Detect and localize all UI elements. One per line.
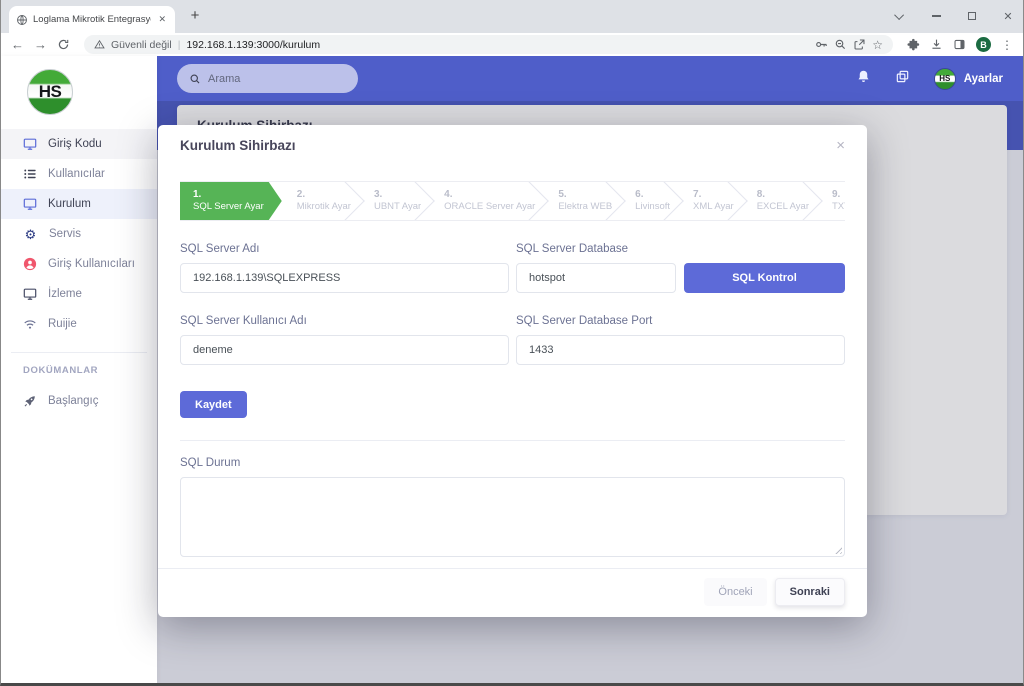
sidebar-item-servis[interactable]: ⚙ Servis [24,226,81,242]
monitor-icon [23,288,37,300]
monitor-icon [23,198,37,210]
setup-wizard-modal: Kurulum Sihirbazı × 1. SQL Server Ayar 2.… [158,125,867,617]
forward-button[interactable]: → [34,37,47,52]
sidebar-item-giris-kodu[interactable]: Giriş Kodu [1,129,157,159]
resize-handle[interactable] [833,545,842,554]
modal-body: 1. SQL Server Ayar 2. Mikrotik Ayar 3. UBNT… [158,165,867,568]
wizard-step-4[interactable]: 4. ORACLE Server Ayar [429,182,543,220]
sidebar-section-dokumanlar: DOKÜMANLAR [23,365,99,376]
settings-label[interactable]: Ayarlar [963,72,1003,85]
tab-close-icon[interactable]: ✕ [158,14,166,24]
user-circle-icon [23,257,37,271]
sql-database-label: SQL Server Database [516,243,629,255]
maximize-button[interactable] [965,9,979,23]
new-tab-button[interactable]: + [190,7,200,24]
apps-copy-icon[interactable] [895,69,910,89]
app-viewport: HS Giriş Kodu Kullanıcılar Kurulum ⚙ Ser… [1,56,1023,683]
wizard-steps: 1. SQL Server Ayar 2. Mikrotik Ayar 3. UBNT… [180,181,845,221]
sql-status-label: SQL Durum [180,457,241,469]
extensions-puzzle-icon[interactable] [907,38,920,51]
wizard-step-3[interactable]: 3. UBNT Ayar [359,182,429,220]
app-logo: HS [27,69,73,115]
previous-button[interactable]: Önceki [704,578,767,606]
wifi-icon [24,320,36,329]
reload-button[interactable] [57,38,70,51]
section-divider [180,440,845,441]
sidebar-item-izleme[interactable]: İzleme [1,279,157,309]
monitor-icon [23,138,37,150]
search-input[interactable] [208,72,328,85]
security-label[interactable]: Güvenli değil [111,38,172,51]
sql-status-textarea[interactable] [180,477,845,557]
wizard-step-8[interactable]: 8. EXCEL Ayar [742,182,817,220]
download-icon[interactable] [930,38,943,51]
user-avatar[interactable]: HS [933,67,956,90]
wizard-step-2[interactable]: 2. Mikrotik Ayar [282,182,359,220]
modal-footer: Önceki Sonraki [158,568,867,617]
wizard-step-9[interactable]: 9.TXT Ayar [817,182,845,220]
browser-tab[interactable]: Loglama Mikrotik Entegrasyon Gi ✕ [9,6,175,33]
sidebar-divider [11,352,147,353]
sidebar-item-kurulum[interactable]: Kurulum [1,189,157,219]
password-key-icon[interactable] [815,38,828,51]
sidebar: HS Giriş Kodu Kullanıcılar Kurulum ⚙ Ser… [1,56,157,683]
side-panel-icon[interactable] [953,38,966,51]
search-icon [190,74,200,83]
save-button[interactable]: Kaydet [180,391,247,418]
modal-header: Kurulum Sihirbazı × [158,125,867,165]
list-icon [24,169,36,179]
tab-title: Loglama Mikrotik Entegrasyon Gi [33,14,151,25]
sql-port-label: SQL Server Database Port [516,315,653,327]
sidebar-item-baslangic[interactable]: Başlangıç [1,386,157,416]
address-bar[interactable]: Güvenli değil | 192.168.1.139:3000/kurul… [84,35,893,54]
wizard-step-7[interactable]: 7. XML Ayar [678,182,742,220]
browser-menu-icon[interactable]: ⋮ [1001,37,1013,52]
sidebar-item-giris-kullanicilari[interactable]: Giriş Kullanıcıları [1,249,157,279]
sql-username-label: SQL Server Kullanıcı Adı [180,315,307,327]
zoom-icon[interactable] [834,38,847,51]
sql-server-name-label: SQL Server Adı [180,243,260,255]
search-bar[interactable] [177,64,358,93]
browser-titlebar: Loglama Mikrotik Entegrasyon Gi ✕ + ✕ [1,0,1023,33]
gear-icon: ⚙ [24,226,37,242]
sql-check-button[interactable]: SQL Kontrol [684,263,845,293]
modal-close-icon[interactable]: × [836,137,845,154]
sql-server-name-input[interactable] [180,263,509,293]
share-icon[interactable] [853,38,866,51]
back-button[interactable]: ← [11,37,24,52]
bookmark-star-icon[interactable]: ☆ [872,37,883,52]
sql-port-input[interactable] [516,335,845,365]
sidebar-item-ruijie[interactable]: Ruijie [1,309,157,339]
sidebar-item-kullanicilar[interactable]: Kullanıcılar [1,159,157,189]
wizard-step-5[interactable]: 5. Elektra WEB [543,182,620,220]
tab-search-icon[interactable] [893,9,907,23]
modal-title: Kurulum Sihirbazı [180,138,296,153]
close-window-button[interactable]: ✕ [1003,10,1013,23]
omnibox-divider: | [177,38,181,51]
url-text[interactable]: 192.168.1.139:3000/kurulum [186,38,321,51]
sql-database-input[interactable] [516,263,676,293]
wizard-step-1[interactable]: 1. SQL Server Ayar [180,182,282,220]
app-topbar: HS Ayarlar [157,56,1023,101]
notifications-bell-icon[interactable] [856,69,871,89]
not-secure-warning-icon [94,39,105,49]
globe-favicon-icon [17,14,27,25]
wizard-step-6[interactable]: 6. Livinsoft [620,182,678,220]
minimize-button[interactable] [929,9,943,23]
browser-toolbar: ← → Güvenli değil | 192.168.1.139:3000/k… [1,33,1023,56]
startup-rocket-icon [24,396,35,407]
next-button[interactable]: Sonraki [774,578,845,606]
browser-profile-avatar[interactable]: B [976,37,991,52]
sql-username-input[interactable] [180,335,509,365]
